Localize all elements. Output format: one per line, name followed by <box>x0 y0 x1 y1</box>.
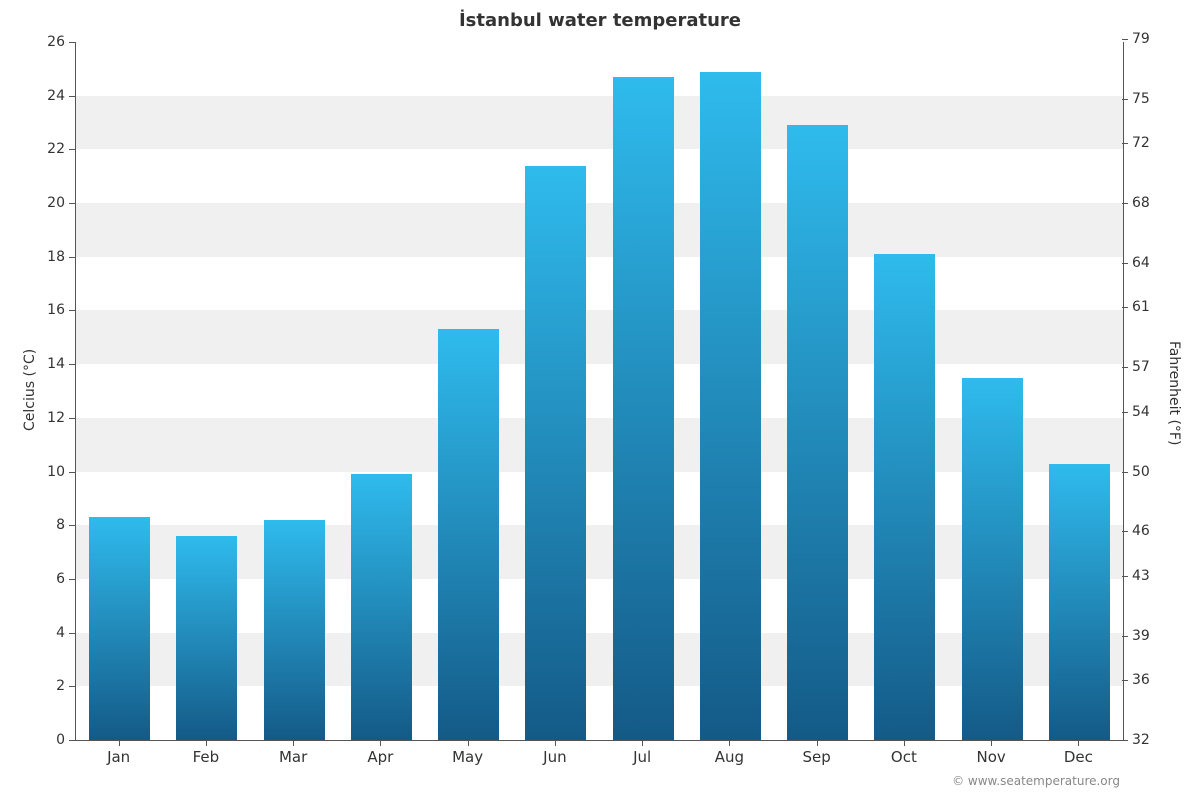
x-tick-mark <box>642 740 643 746</box>
x-tick-mark <box>468 740 469 746</box>
bar <box>874 254 935 740</box>
y-tick-label-right: 39 <box>1132 628 1150 644</box>
x-tick-label: Sep <box>773 748 860 766</box>
grid-band <box>76 203 1123 257</box>
y-tick-label-right: 46 <box>1132 523 1150 539</box>
bar <box>438 329 499 740</box>
x-tick-mark <box>729 740 730 746</box>
y-tick-mark-right <box>1122 203 1128 204</box>
y-tick-label-right: 32 <box>1132 732 1150 748</box>
bar <box>1049 464 1110 741</box>
y-tick-label-right: 54 <box>1132 404 1150 420</box>
y-tick-label-right: 64 <box>1132 255 1150 271</box>
y-tick-label-left: 22 <box>47 141 65 157</box>
y-tick-mark-right <box>1122 143 1128 144</box>
y-tick-label-left: 26 <box>47 34 65 50</box>
bar <box>787 125 848 740</box>
y-tick-label-left: 24 <box>47 88 65 104</box>
y-tick-label-left: 6 <box>56 571 65 587</box>
y-tick-label-left: 4 <box>56 625 65 641</box>
y-tick-mark-right <box>1122 740 1128 741</box>
x-tick-mark <box>555 740 556 746</box>
y-tick-label-left: 20 <box>47 195 65 211</box>
y-tick-mark-left <box>69 257 75 258</box>
y-tick-mark-left <box>69 364 75 365</box>
y-tick-label-left: 12 <box>47 410 65 426</box>
x-tick-label: Nov <box>948 748 1035 766</box>
y-tick-mark-left <box>69 525 75 526</box>
bar <box>962 378 1023 740</box>
y-tick-label-right: 57 <box>1132 359 1150 375</box>
bar <box>351 474 412 740</box>
y-tick-mark-right <box>1122 39 1128 40</box>
y-tick-label-left: 18 <box>47 249 65 265</box>
y-tick-label-left: 16 <box>47 302 65 318</box>
y-tick-mark-left <box>69 203 75 204</box>
y-tick-mark-left <box>69 686 75 687</box>
y-tick-label-right: 68 <box>1132 195 1150 211</box>
x-tick-label: Aug <box>686 748 773 766</box>
bar <box>700 72 761 740</box>
y-tick-mark-left <box>69 472 75 473</box>
y-tick-label-left: 14 <box>47 356 65 372</box>
x-tick-label: May <box>424 748 511 766</box>
x-tick-mark <box>1078 740 1079 746</box>
y-tick-mark-right <box>1122 531 1128 532</box>
y-tick-label-right: 75 <box>1132 91 1150 107</box>
y-tick-mark-left <box>69 149 75 150</box>
bar <box>176 536 237 740</box>
chart-title: İstanbul water temperature <box>0 10 1200 31</box>
x-tick-mark <box>904 740 905 746</box>
x-tick-label: Dec <box>1035 748 1122 766</box>
y-tick-label-right: 50 <box>1132 464 1150 480</box>
y-tick-mark-right <box>1122 576 1128 577</box>
y-tick-label-right: 72 <box>1132 135 1150 151</box>
y-tick-label-right: 43 <box>1132 568 1150 584</box>
y-tick-mark-left <box>69 42 75 43</box>
y-tick-mark-right <box>1122 412 1128 413</box>
x-tick-label: Feb <box>162 748 249 766</box>
credit-text: © www.seatemperature.org <box>952 774 1120 794</box>
y-tick-mark-right <box>1122 263 1128 264</box>
x-tick-label: Jun <box>511 748 598 766</box>
y-tick-label-right: 36 <box>1132 672 1150 688</box>
grid-band <box>76 310 1123 364</box>
x-tick-mark <box>817 740 818 746</box>
y-tick-mark-right <box>1122 472 1128 473</box>
y-tick-mark-right <box>1122 307 1128 308</box>
bar <box>613 77 674 740</box>
y-tick-label-left: 2 <box>56 678 65 694</box>
y-tick-mark-left <box>69 418 75 419</box>
y-tick-mark-right <box>1122 99 1128 100</box>
y-tick-mark-left <box>69 579 75 580</box>
plot-area <box>75 42 1124 741</box>
y-tick-mark-right <box>1122 680 1128 681</box>
bar <box>525 166 586 741</box>
y-tick-mark-right <box>1122 636 1128 637</box>
water-temperature-chart: İstanbul water temperature Celcius (°C) … <box>0 0 1200 800</box>
y-tick-mark-right <box>1122 367 1128 368</box>
x-tick-mark <box>206 740 207 746</box>
x-tick-label: Jan <box>75 748 162 766</box>
x-tick-label: Mar <box>250 748 337 766</box>
x-tick-mark <box>991 740 992 746</box>
y-tick-mark-left <box>69 633 75 634</box>
x-tick-mark <box>380 740 381 746</box>
bar <box>89 517 150 740</box>
y-tick-mark-left <box>69 96 75 97</box>
y-tick-mark-left <box>69 310 75 311</box>
y-tick-label-right: 61 <box>1132 299 1150 315</box>
grid-band <box>76 96 1123 150</box>
y-tick-label-left: 0 <box>56 732 65 748</box>
x-tick-label: Oct <box>860 748 947 766</box>
x-tick-mark <box>119 740 120 746</box>
bar <box>264 520 325 740</box>
y-tick-label-left: 8 <box>56 517 65 533</box>
x-tick-mark <box>293 740 294 746</box>
x-tick-label: Jul <box>599 748 686 766</box>
y-tick-label-left: 10 <box>47 464 65 480</box>
x-tick-label: Apr <box>337 748 424 766</box>
y-tick-mark-left <box>69 740 75 741</box>
y-tick-label-right: 79 <box>1132 31 1150 47</box>
